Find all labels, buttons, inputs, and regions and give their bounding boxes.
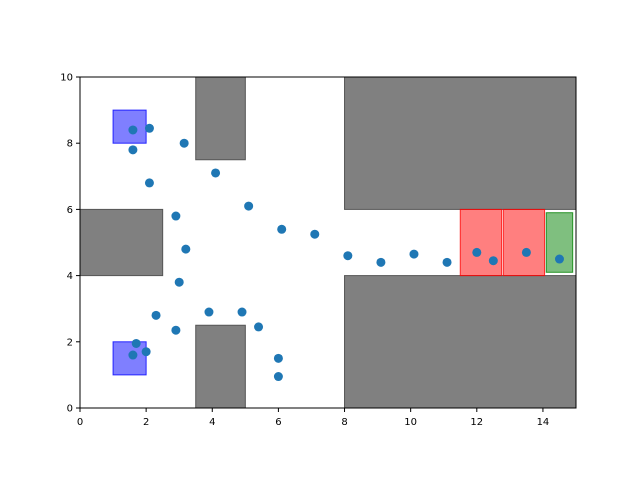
data-point-19 bbox=[174, 277, 184, 287]
data-point-21 bbox=[171, 325, 181, 335]
data-point-27 bbox=[131, 338, 141, 348]
data-point-15 bbox=[472, 247, 482, 257]
data-point-18 bbox=[554, 254, 564, 264]
data-point-11 bbox=[343, 251, 353, 261]
y-tick-label-3: 6 bbox=[67, 205, 73, 216]
data-point-2 bbox=[128, 145, 138, 155]
data-point-13 bbox=[409, 249, 419, 259]
data-point-7 bbox=[244, 201, 254, 211]
data-point-10 bbox=[310, 229, 320, 239]
data-point-23 bbox=[237, 307, 247, 317]
x-tick-label-4: 8 bbox=[341, 417, 347, 428]
x-axis: 0 2 4 6 8 10 12 14 bbox=[77, 408, 549, 428]
data-point-5 bbox=[211, 168, 221, 178]
data-point-0 bbox=[128, 125, 138, 135]
plot-frame bbox=[79, 76, 577, 409]
data-point-9 bbox=[277, 224, 287, 234]
data-point-6 bbox=[171, 211, 181, 221]
x-tick-label-5: 10 bbox=[404, 417, 417, 428]
data-point-17 bbox=[521, 247, 531, 257]
data-point-16 bbox=[488, 256, 498, 266]
x-tick-label-1: 2 bbox=[143, 417, 149, 428]
start-region-6 bbox=[112, 341, 147, 376]
obstacle-region-3 bbox=[195, 324, 246, 409]
start-region-5 bbox=[112, 109, 147, 144]
data-point-3 bbox=[179, 138, 189, 148]
points-layer bbox=[128, 123, 564, 382]
y-tick-label-5: 10 bbox=[60, 73, 73, 84]
regions-layer bbox=[79, 76, 577, 409]
x-tick-label-2: 4 bbox=[209, 417, 215, 428]
data-point-24 bbox=[254, 322, 264, 332]
hazard-region-8 bbox=[502, 208, 546, 277]
data-point-28 bbox=[141, 347, 151, 357]
obstacle-region-1 bbox=[344, 76, 577, 210]
y-tick-label-2: 4 bbox=[67, 271, 73, 282]
obstacle-region-0 bbox=[195, 76, 246, 161]
y-tick-label-4: 8 bbox=[67, 139, 73, 150]
x-tick-label-0: 0 bbox=[77, 417, 83, 428]
y-axis: 0 2 4 6 8 10 bbox=[60, 73, 80, 415]
x-tick-label-7: 14 bbox=[537, 417, 550, 428]
hazard-region-7 bbox=[459, 208, 503, 277]
y-tick-label-1: 2 bbox=[67, 337, 73, 348]
obstacle-region-4 bbox=[344, 275, 577, 409]
x-tick-label-3: 6 bbox=[275, 417, 281, 428]
data-point-20 bbox=[151, 310, 161, 320]
data-point-25 bbox=[273, 353, 283, 363]
x-tick-label-6: 12 bbox=[470, 417, 483, 428]
data-point-8 bbox=[181, 244, 191, 254]
data-point-26 bbox=[273, 372, 283, 382]
data-point-12 bbox=[376, 257, 386, 267]
y-tick-label-0: 0 bbox=[67, 404, 73, 415]
data-point-4 bbox=[144, 178, 154, 188]
data-point-22 bbox=[204, 307, 214, 317]
data-point-14 bbox=[442, 257, 452, 267]
data-point-1 bbox=[144, 123, 154, 133]
obstacle-region-2 bbox=[79, 208, 164, 277]
data-point-29 bbox=[128, 350, 138, 360]
